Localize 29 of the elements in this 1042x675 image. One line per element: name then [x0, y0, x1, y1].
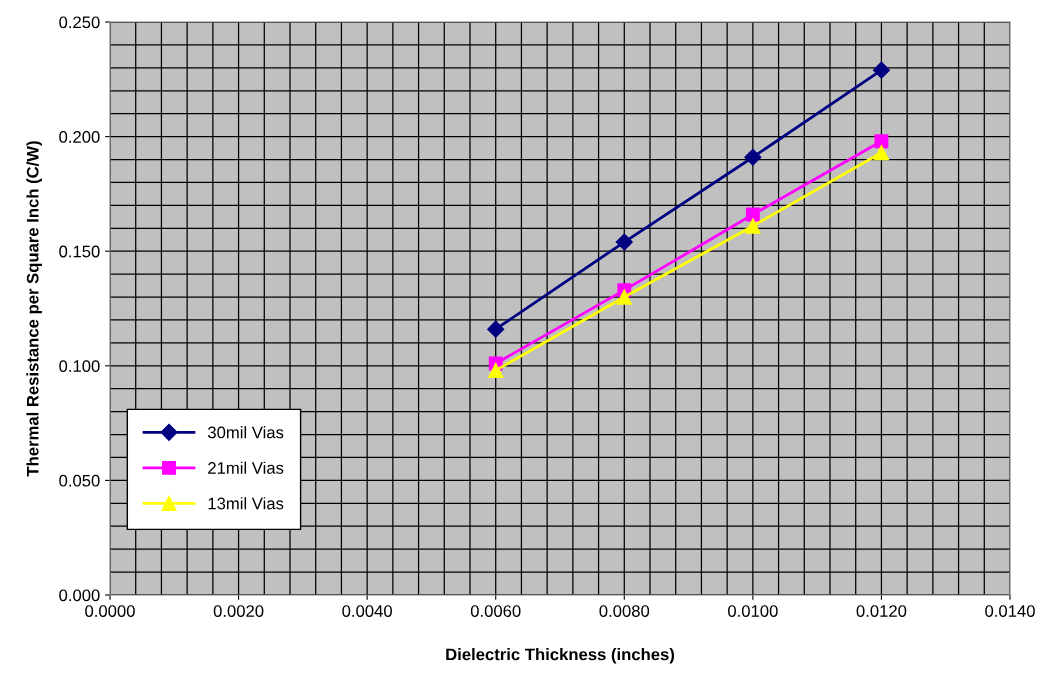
point [873, 145, 890, 161]
point [615, 233, 633, 251]
y-tick-label: 0.000 [59, 589, 100, 602]
y-tick-label: 0.250 [59, 16, 100, 29]
x-tick-label: 0.0140 [985, 605, 1035, 617]
legend-label: 13mil Vias [208, 497, 284, 510]
point [745, 218, 761, 234]
x-tick-label: 0.0000 [85, 605, 135, 617]
y-tick-label: 0.100 [59, 360, 100, 372]
point [872, 61, 890, 79]
x-tick-label: 0.0080 [599, 605, 650, 617]
point [744, 148, 762, 166]
x-tick-label: 0.0120 [856, 605, 907, 617]
legend-label: 21mil Vias [208, 461, 284, 474]
point [487, 320, 505, 338]
y-tick-label: 0.200 [59, 131, 100, 143]
point [745, 207, 760, 222]
x-tick-label: 0.0060 [470, 605, 521, 617]
point [488, 362, 504, 379]
x-tick-label: 0.0100 [728, 605, 778, 617]
y-axis-title: Thermal Resistance per Square Inch (C/W) [26, 141, 42, 477]
point [616, 289, 632, 305]
x-axis-title: Dielectric Thickness (inches) [446, 648, 675, 664]
y-tick-label: 0.150 [59, 245, 100, 258]
legend-label: 30mil Vias [207, 426, 284, 439]
point [874, 134, 889, 149]
y-tick-label: 0.050 [59, 474, 100, 487]
x-tick-label: 0.0040 [342, 605, 392, 617]
x-tick-label: 0.0020 [213, 605, 264, 617]
